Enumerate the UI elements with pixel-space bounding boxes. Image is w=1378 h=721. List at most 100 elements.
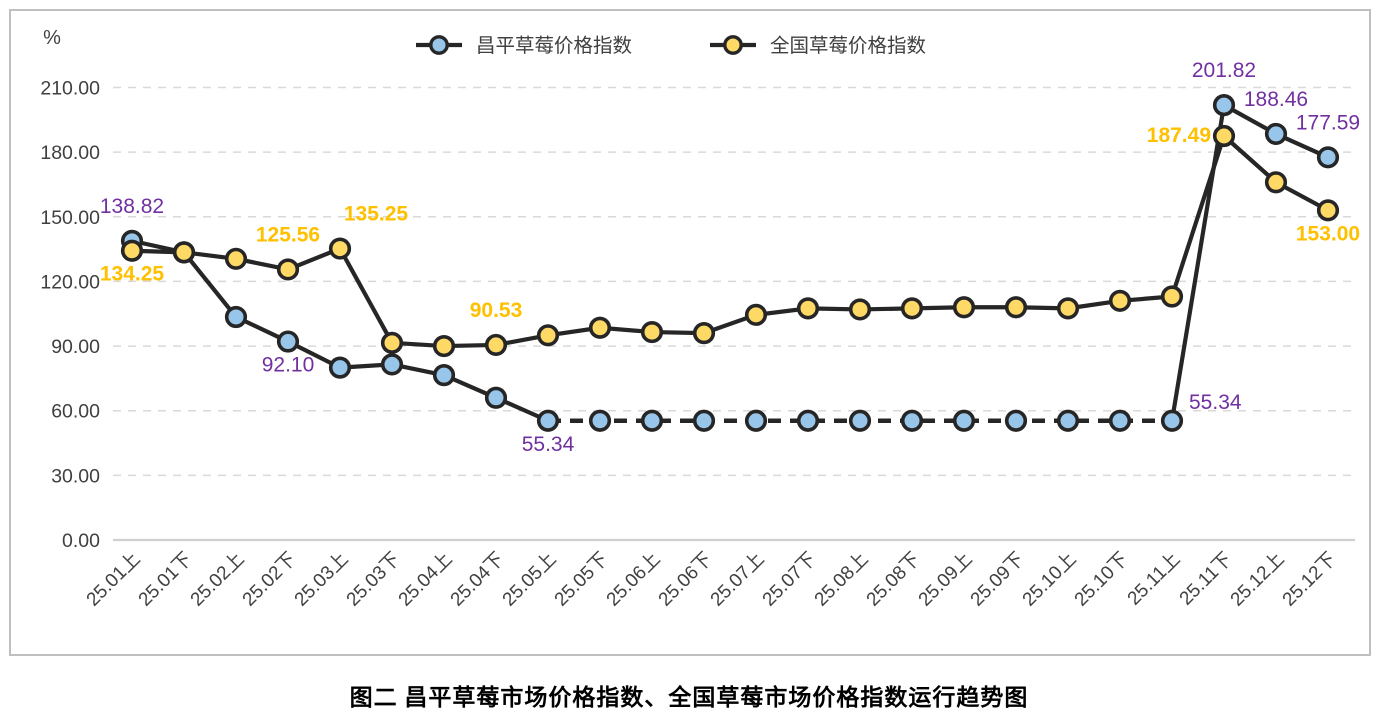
series-layer	[120, 94, 1340, 432]
series-0-marker-25.11上	[1160, 409, 1184, 432]
series-1-marker-25.03上	[328, 237, 352, 260]
chart-caption: 图二 昌平草莓市场价格指数、全国草莓市场价格指数运行趋势图	[349, 685, 1029, 710]
x-axis-tick-label: 25.01上	[82, 548, 145, 611]
series-1-marker-25.07下	[796, 297, 820, 320]
series-1-marker-25.06下	[692, 322, 716, 345]
series-0-marker-25.12下	[1316, 146, 1340, 169]
series-0-marker-25.07下	[796, 409, 820, 432]
series-0-marker-25.04上	[432, 364, 456, 387]
x-axis-tick-label: 25.07上	[706, 548, 769, 611]
series-0-marker-25.10下	[1108, 409, 1132, 432]
series-1-marker-25.08下	[900, 297, 924, 320]
series-1-marker-25.09下	[1004, 296, 1028, 319]
data-label-1-25.12下: 153.00	[1296, 222, 1360, 245]
x-axis-tick-label: 25.03下	[343, 549, 405, 611]
series-1-marker-25.12下	[1316, 199, 1340, 222]
series-0-marker-25.05上	[536, 409, 560, 432]
x-axis-tick-label: 25.04上	[394, 548, 457, 611]
series-0-marker-25.09下	[1004, 409, 1028, 432]
x-axis-tick-label: 25.10上	[1018, 548, 1081, 611]
series-0-marker-25.02下	[276, 330, 300, 353]
data-label-0-25.12下: 177.59	[1296, 111, 1360, 134]
series-1-marker-25.09上	[952, 296, 976, 319]
x-axis-tick-label: 25.12上	[1226, 548, 1289, 611]
series-1-marker-25.04下	[484, 333, 508, 357]
y-axis-tick-label: 30.00	[51, 465, 100, 487]
x-axis-tick-label: 25.05下	[551, 549, 613, 611]
series-1-marker-25.07上	[744, 303, 768, 326]
x-axis-tick-label: 25.09下	[967, 549, 1029, 611]
y-axis-tick-label: 210.00	[40, 78, 100, 100]
y-axis-tick-label: 180.00	[40, 142, 100, 164]
data-label-0-25.12上: 188.46	[1244, 88, 1308, 111]
data-label-0-25.11下: 201.82	[1192, 59, 1256, 82]
legend-label: 昌平草莓价格指数	[476, 35, 632, 57]
x-axis-tick-label: 25.08下	[863, 549, 925, 611]
series-0-marker-25.11下	[1212, 94, 1236, 117]
y-axis-tick-label: 60.00	[51, 401, 100, 423]
series-1-marker-25.11下	[1212, 124, 1236, 148]
legend-marker-icon-1	[723, 35, 743, 55]
series-1-marker-25.03下	[380, 331, 404, 354]
data-label-1-25.02下: 125.56	[256, 223, 320, 246]
series-1-marker-25.01上	[120, 239, 144, 262]
series-1-marker-25.02上	[224, 247, 248, 270]
series-1-marker-25.10上	[1056, 297, 1080, 320]
legend-entry-1: 全国草莓价格指数	[710, 35, 926, 57]
x-axis-tick-label: 25.11上	[1123, 548, 1185, 610]
data-label-0-25.01上: 138.82	[100, 195, 164, 218]
series-0-marker-25.06下	[692, 409, 716, 432]
data-label-1-25.11下: 187.49	[1147, 124, 1211, 147]
series-1-marker-25.12上	[1264, 171, 1288, 194]
x-axis-tick-label: 25.08上	[810, 548, 873, 611]
legend-entry-0: 昌平草莓价格指数	[416, 35, 632, 57]
series-0-marker-25.08下	[900, 409, 924, 432]
series-1-marker-25.10下	[1108, 289, 1132, 312]
y-axis-tick-label: 90.00	[51, 336, 100, 358]
gridlines	[113, 86, 1355, 542]
y-axis-unit-label: %	[43, 27, 61, 49]
series-1-marker-25.05上	[536, 324, 560, 347]
legend-label: 全国草莓价格指数	[770, 35, 926, 57]
series-1-marker-25.04上	[432, 334, 456, 358]
series-0-marker-25.08上	[848, 409, 872, 432]
series-1-marker-25.06上	[640, 320, 664, 344]
data-label-0-25.11上: 55.34	[1189, 391, 1242, 414]
series-0-marker-25.05下	[588, 409, 612, 432]
data-label-1-25.01上: 134.25	[100, 263, 165, 286]
x-axis-tick-label: 25.04下	[447, 549, 509, 611]
series-0-marker-25.06上	[640, 409, 664, 432]
series-0-marker-25.12上	[1264, 122, 1288, 146]
series-1-marker-25.01下	[172, 241, 196, 264]
series-1-marker-25.02下	[276, 258, 300, 281]
series-1-marker-25.11上	[1160, 285, 1184, 308]
chart-plot: % 0.00 30.00 60.00 90.00 120.00 150.00 180.00 2…	[40, 27, 1360, 611]
x-axis-tick-label: 25.02上	[186, 548, 249, 611]
x-axis-tick-label: 25.06上	[602, 548, 665, 611]
series-0-marker-25.03上	[328, 356, 352, 379]
series-1-marker-25.08上	[848, 298, 872, 321]
x-axis-tick-label: 25.10下	[1071, 549, 1133, 611]
series-0-marker-25.02上	[224, 305, 248, 329]
series-line-0	[1169, 103, 1329, 422]
series-0-marker-25.10上	[1056, 409, 1080, 432]
y-axis-tick-label: 150.00	[40, 207, 100, 229]
data-label-1-25.04下: 90.53	[470, 299, 523, 322]
series-0-marker-25.07上	[744, 409, 768, 432]
x-axis-tick-label: 25.02下	[239, 549, 301, 611]
y-axis-labels: 0.00 30.00 60.00 90.00 120.00 150.00 180.00 210…	[40, 78, 100, 553]
data-label-0-25.02下: 92.10	[262, 354, 315, 377]
legend-marker-icon-0	[429, 35, 449, 55]
x-axis-tick-label: 25.09上	[914, 548, 977, 611]
series-line-0	[131, 238, 549, 423]
series-0-marker-25.04下	[484, 386, 508, 409]
x-axis-tick-label: 25.11下	[1176, 549, 1237, 610]
data-label-0-25.05上: 55.34	[522, 433, 575, 456]
y-axis-tick-label: 0.00	[62, 530, 100, 552]
x-axis-tick-label: 25.05上	[498, 548, 561, 611]
x-axis-tick-label: 25.07下	[759, 549, 821, 611]
x-axis-tick-label: 25.06下	[655, 549, 717, 611]
series-0-marker-25.03下	[380, 353, 404, 376]
series-1-marker-25.05下	[588, 316, 612, 339]
